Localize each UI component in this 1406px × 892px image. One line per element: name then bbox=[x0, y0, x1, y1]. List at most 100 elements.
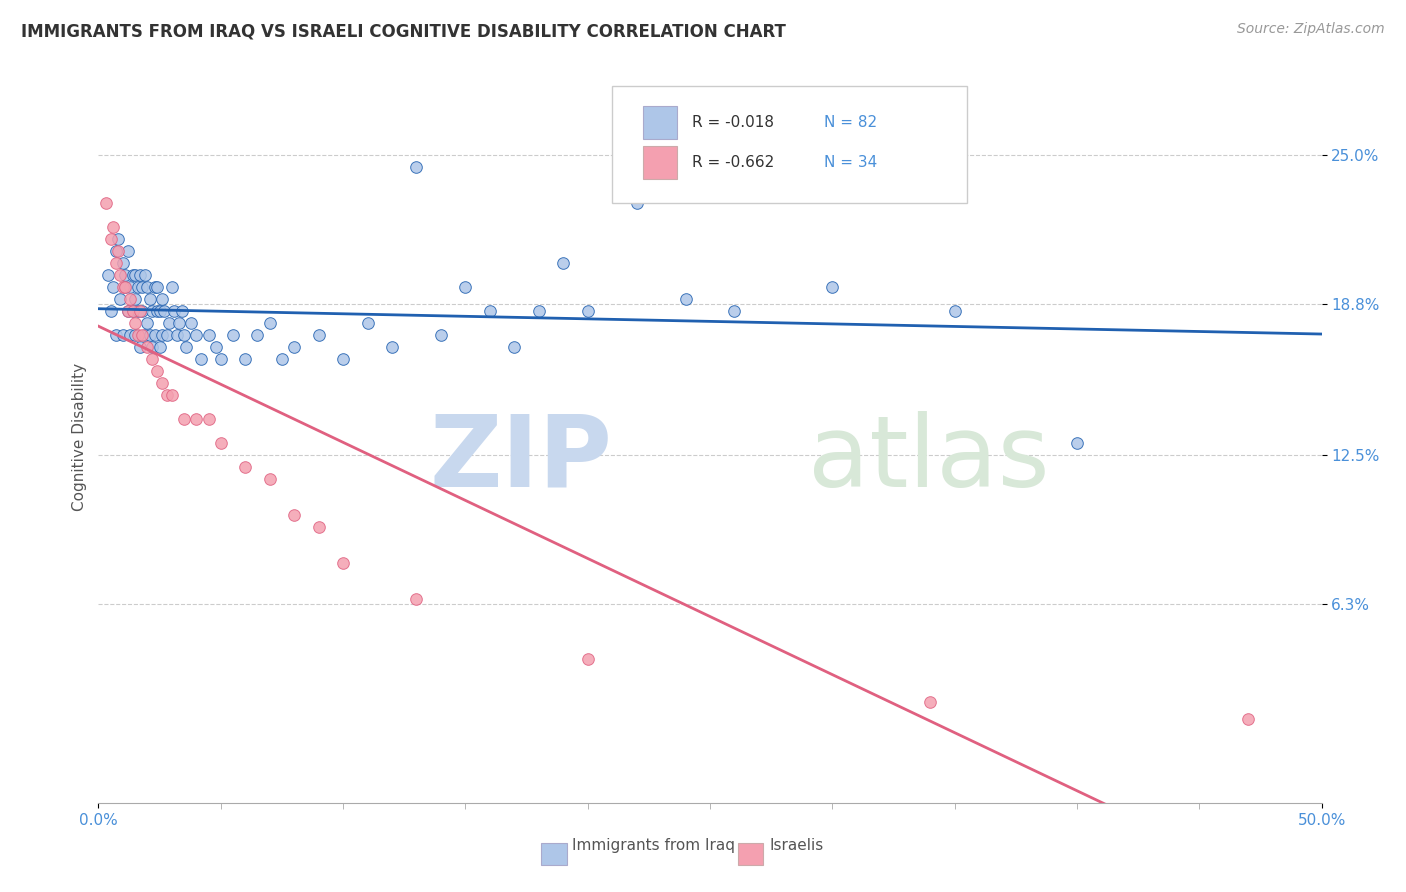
Point bbox=[111, 256, 134, 270]
Point bbox=[124, 292, 146, 306]
Point bbox=[163, 304, 186, 318]
Text: Immigrants from Iraq: Immigrants from Iraq bbox=[572, 838, 735, 853]
Point bbox=[141, 340, 163, 354]
Point bbox=[101, 220, 124, 235]
Text: ZIP: ZIP bbox=[429, 410, 612, 508]
Point bbox=[723, 304, 745, 318]
Point bbox=[146, 364, 169, 378]
Point bbox=[120, 292, 142, 306]
Point bbox=[576, 652, 599, 666]
Point bbox=[110, 292, 132, 306]
Point bbox=[308, 328, 330, 343]
Point bbox=[136, 340, 159, 354]
Point bbox=[104, 244, 127, 259]
Point bbox=[143, 328, 166, 343]
Point bbox=[143, 280, 166, 294]
Point bbox=[405, 591, 427, 606]
Point bbox=[107, 232, 129, 246]
Point bbox=[131, 304, 153, 318]
Point bbox=[259, 472, 281, 486]
Point bbox=[121, 268, 143, 283]
Point bbox=[176, 340, 198, 354]
Point bbox=[209, 436, 232, 450]
Point bbox=[114, 280, 136, 294]
Point bbox=[160, 280, 183, 294]
Point bbox=[104, 256, 127, 270]
Point bbox=[157, 316, 180, 330]
Point bbox=[173, 328, 195, 343]
Point bbox=[124, 328, 146, 343]
Point bbox=[117, 304, 139, 318]
Point bbox=[153, 304, 176, 318]
Point bbox=[134, 328, 156, 343]
Point bbox=[197, 412, 219, 426]
Point bbox=[405, 161, 427, 175]
Point bbox=[1237, 712, 1260, 726]
Text: R = -0.662: R = -0.662 bbox=[692, 155, 773, 170]
Point bbox=[920, 695, 942, 709]
Point bbox=[111, 328, 134, 343]
Point bbox=[233, 460, 256, 475]
Point bbox=[149, 304, 172, 318]
Point bbox=[675, 292, 697, 306]
Point bbox=[136, 280, 159, 294]
Point bbox=[1066, 436, 1088, 450]
Point bbox=[156, 388, 179, 402]
Point bbox=[139, 328, 162, 343]
Point bbox=[100, 232, 122, 246]
Point bbox=[503, 340, 526, 354]
Point bbox=[114, 280, 136, 294]
Point bbox=[332, 556, 354, 570]
Point bbox=[127, 328, 149, 343]
Point bbox=[283, 508, 305, 522]
Point bbox=[430, 328, 453, 343]
Point bbox=[197, 328, 219, 343]
Point bbox=[94, 196, 117, 211]
Point bbox=[626, 196, 648, 211]
Point bbox=[141, 352, 163, 367]
Point bbox=[139, 292, 162, 306]
Point bbox=[156, 328, 179, 343]
Point bbox=[107, 244, 129, 259]
Point bbox=[553, 256, 575, 270]
Point bbox=[167, 316, 190, 330]
Point bbox=[222, 328, 245, 343]
Point bbox=[308, 520, 330, 534]
Point bbox=[127, 280, 149, 294]
Point bbox=[129, 304, 152, 318]
Y-axis label: Cognitive Disability: Cognitive Disability bbox=[72, 363, 87, 511]
Point bbox=[146, 280, 169, 294]
Point bbox=[150, 292, 173, 306]
Point bbox=[160, 388, 183, 402]
Point bbox=[166, 328, 188, 343]
Point bbox=[120, 280, 142, 294]
Point bbox=[136, 316, 159, 330]
Text: Source: ZipAtlas.com: Source: ZipAtlas.com bbox=[1237, 22, 1385, 37]
Point bbox=[283, 340, 305, 354]
Point bbox=[186, 328, 208, 343]
Point bbox=[356, 316, 378, 330]
Point bbox=[121, 304, 143, 318]
Point bbox=[149, 340, 172, 354]
Text: atlas: atlas bbox=[808, 410, 1049, 508]
Point bbox=[110, 268, 132, 283]
Point bbox=[209, 352, 232, 367]
Point bbox=[124, 316, 146, 330]
Point bbox=[131, 280, 153, 294]
Point bbox=[117, 304, 139, 318]
Text: Israelis: Israelis bbox=[769, 838, 824, 853]
Point bbox=[121, 304, 143, 318]
Point bbox=[332, 352, 354, 367]
FancyBboxPatch shape bbox=[643, 106, 678, 139]
Point bbox=[127, 304, 149, 318]
Point bbox=[233, 352, 256, 367]
Point bbox=[180, 316, 202, 330]
Point bbox=[101, 280, 124, 294]
Point bbox=[131, 328, 153, 343]
Point bbox=[454, 280, 477, 294]
Text: N = 82: N = 82 bbox=[824, 115, 877, 130]
Point bbox=[527, 304, 550, 318]
Point bbox=[120, 328, 142, 343]
Point bbox=[186, 412, 208, 426]
Point bbox=[129, 268, 152, 283]
